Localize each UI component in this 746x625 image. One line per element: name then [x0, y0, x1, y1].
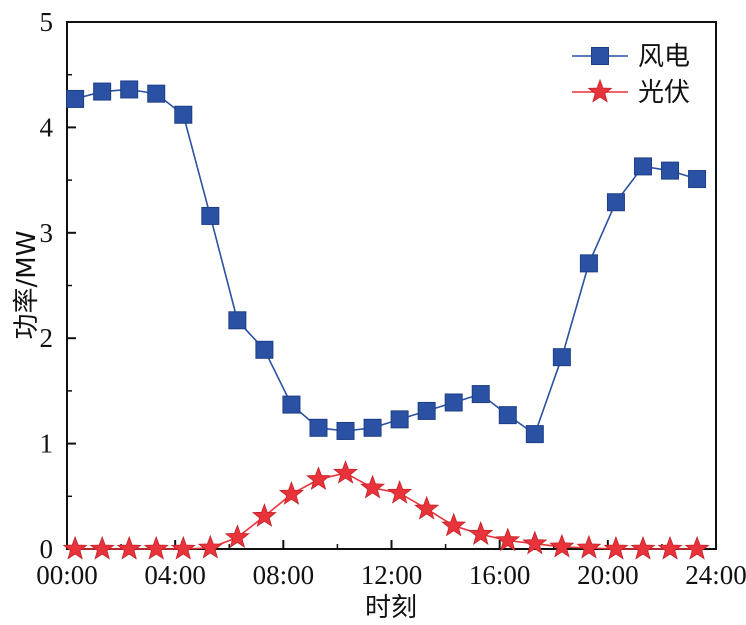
data-point: [417, 401, 436, 420]
data-point: [197, 534, 223, 559]
data-point: [93, 82, 112, 101]
data-point: [306, 466, 332, 491]
data-point: [471, 385, 490, 404]
x-tick-label: 00:00: [36, 560, 98, 590]
y-tick-label: 4: [40, 112, 54, 142]
data-point: [62, 535, 88, 560]
series-1: [66, 80, 707, 444]
data-point: [661, 161, 680, 180]
x-axis: 00:00 04:00 08:00 12:00 16:00 20:00 24:00: [36, 540, 746, 590]
data-point: [147, 84, 166, 103]
data-point: [201, 206, 220, 225]
data-point: [387, 479, 413, 504]
y-tick-label: 3: [40, 218, 54, 248]
data-point: [120, 80, 139, 99]
data-point: [441, 512, 467, 537]
data-point: [143, 535, 169, 560]
data-point: [549, 533, 575, 558]
data-point: [66, 89, 85, 108]
legend-label: 风电: [638, 42, 690, 72]
data-point: [309, 418, 328, 437]
series-layer: [62, 80, 710, 560]
data-point: [468, 521, 494, 545]
legend-item: 光伏: [572, 78, 690, 108]
data-point: [170, 535, 196, 560]
data-point: [174, 105, 193, 124]
data-point: [336, 421, 355, 440]
x-axis-title: 时刻: [365, 593, 417, 623]
data-point: [684, 535, 710, 560]
x-tick-label: 24:00: [685, 560, 746, 590]
data-point: [89, 535, 115, 560]
data-point: [444, 393, 463, 412]
y-tick-label: 1: [40, 429, 54, 459]
data-point: [657, 535, 683, 560]
x-tick-label: 08:00: [253, 560, 315, 590]
data-point: [498, 406, 517, 425]
data-point: [414, 495, 440, 520]
legend-item: 风电: [572, 42, 690, 72]
data-point: [633, 157, 652, 176]
data-point: [224, 524, 250, 549]
data-point: [282, 395, 301, 414]
data-point: [552, 348, 571, 367]
x-tick-label: 20:00: [577, 560, 639, 590]
data-point: [495, 527, 521, 552]
data-point: [606, 193, 625, 212]
data-point: [363, 418, 382, 437]
legend-marker: [587, 78, 613, 103]
x-tick-label: 04:00: [144, 560, 206, 590]
data-point: [579, 254, 598, 273]
data-point: [603, 535, 629, 560]
data-point: [332, 459, 358, 484]
y-tick-label: 2: [40, 323, 54, 353]
y-axis: 0 1 2 3 4 5: [40, 7, 76, 564]
data-point: [525, 425, 544, 444]
y-axis-title: 功率/MW: [12, 231, 42, 340]
data-point: [278, 481, 305, 505]
series-line: [74, 88, 698, 436]
data-point: [255, 340, 274, 359]
data-point: [360, 474, 386, 499]
legend-label: 光伏: [638, 78, 690, 108]
data-point: [390, 410, 409, 429]
y-tick-label: 5: [40, 7, 54, 37]
data-point: [116, 535, 142, 560]
data-point: [688, 170, 707, 189]
data-point: [251, 503, 277, 527]
data-point: [228, 311, 247, 330]
x-tick-label: 12:00: [361, 560, 423, 590]
series-2: [62, 459, 710, 560]
legend-marker: [591, 47, 609, 65]
x-tick-label: 16:00: [469, 560, 531, 590]
series-line: [75, 472, 698, 550]
data-point: [576, 534, 602, 559]
y-tick-label: 0: [40, 534, 54, 564]
data-point: [630, 535, 656, 560]
data-point: [522, 530, 548, 555]
